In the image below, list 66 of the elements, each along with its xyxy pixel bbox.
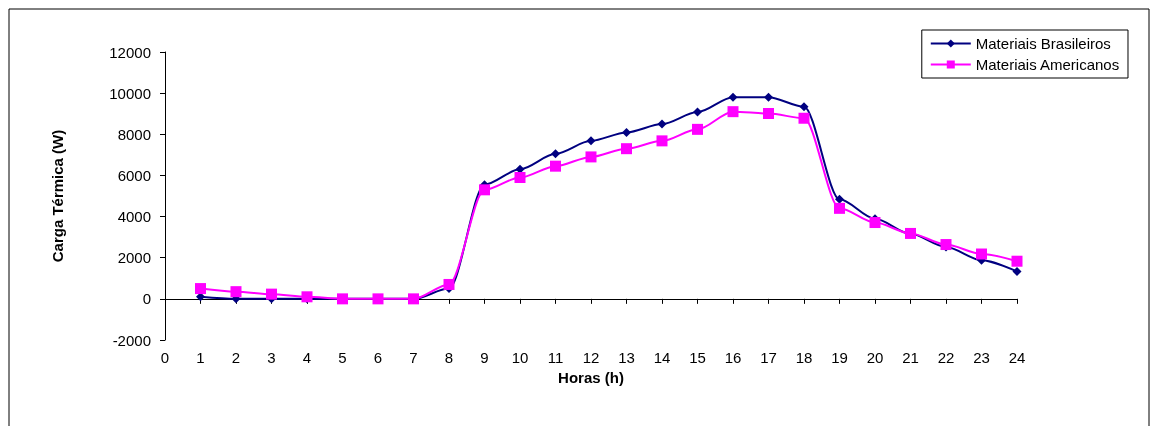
x-tick-label: 12 — [582, 349, 600, 366]
point — [1011, 255, 1023, 267]
x-axis-title: Horas (h) — [558, 369, 624, 386]
x-tick-label: 24 — [1008, 349, 1026, 366]
y-axis-title: Carga Térmica (W) — [49, 129, 66, 263]
y-tick-label: 10000 — [109, 84, 151, 102]
point — [550, 160, 561, 172]
x-tick-label: 4 — [302, 349, 312, 366]
x-tick-label: 0 — [160, 349, 170, 366]
point — [976, 248, 987, 260]
point — [763, 108, 774, 120]
x-tick-label: 1 — [196, 349, 205, 366]
x-tick-label: 11 — [547, 349, 564, 366]
y-tick-label: 12000 — [109, 43, 151, 61]
x-tick-label: 15 — [689, 349, 706, 366]
point — [585, 151, 597, 163]
point — [621, 143, 632, 155]
x-tick-label: 10 — [511, 349, 529, 366]
y-tick-label: 6000 — [117, 166, 151, 184]
x-tick-label: 20 — [866, 349, 884, 366]
point — [622, 127, 631, 137]
point — [764, 92, 773, 102]
point — [657, 119, 667, 129]
chart-frame: Carga Térmica (W) Horas (h) -2000 0 2000 4000 6000 8000 10000 12000 0 1 2 3 4 5 6 7 8 9 10 11 12 13 14 15 16 17 18 19 20 21 22 23 24 Materiais Brasileiros Materiais Americanos — [8, 8, 1150, 426]
point — [479, 184, 490, 196]
legend-label: Materiais Brasileiros — [975, 35, 1111, 52]
point — [834, 202, 845, 214]
x-tick-label: 14 — [653, 349, 671, 366]
legend-label: Materiais Americanos — [975, 56, 1120, 73]
point — [799, 102, 809, 112]
x-tick-label: 8 — [444, 349, 454, 366]
y-tick-label: 0 — [142, 290, 151, 308]
x-tick-label: 6 — [373, 349, 383, 366]
point — [692, 123, 703, 135]
point — [514, 171, 526, 183]
x-tick-label: 23 — [973, 349, 990, 366]
x-tick-label: 21 — [902, 349, 919, 366]
point — [551, 149, 560, 159]
x-tick-label: 7 — [409, 349, 418, 366]
y-tick-label: 8000 — [117, 125, 151, 143]
x-tick-label: 19 — [831, 349, 848, 366]
point — [693, 107, 702, 117]
x-tick-label: 13 — [618, 349, 635, 366]
point — [195, 283, 206, 295]
point — [443, 278, 455, 290]
x-tick-label: 16 — [724, 349, 742, 366]
point — [728, 92, 738, 102]
point — [230, 286, 242, 298]
point — [869, 217, 881, 229]
y-tick-label: 2000 — [117, 249, 151, 267]
point — [266, 288, 277, 300]
x-tick-label: 3 — [267, 349, 276, 366]
y-tick-label: 4000 — [117, 208, 151, 226]
x-tick-label: 9 — [480, 349, 489, 366]
point — [798, 112, 810, 124]
x-tick-label: 22 — [937, 349, 955, 366]
y-tick-label: -2000 — [112, 331, 151, 349]
point — [835, 194, 844, 204]
point — [1012, 267, 1022, 276]
x-tick-label: 2 — [231, 349, 241, 366]
point — [727, 106, 739, 118]
x-tick-label: 18 — [795, 349, 813, 366]
x-tick-label: 5 — [338, 349, 347, 366]
point — [586, 136, 596, 146]
x-tick-label: 17 — [760, 349, 777, 366]
point — [656, 135, 668, 147]
